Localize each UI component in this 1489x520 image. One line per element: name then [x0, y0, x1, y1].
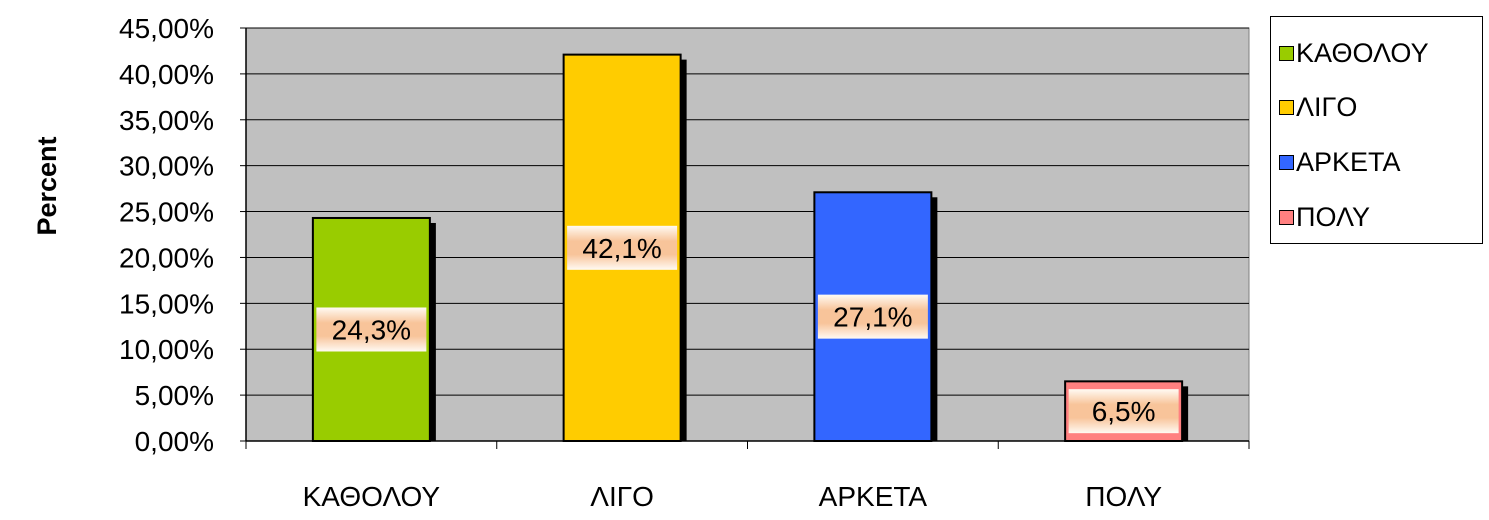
legend-label: ΛΙΓΟ [1296, 91, 1358, 122]
data-label: 42,1% [582, 233, 661, 264]
data-label: 27,1% [833, 302, 912, 333]
data-label-background [567, 225, 678, 270]
legend-item-katholou: ΚΑΘΟΛΟΥ [1279, 38, 1429, 68]
x-tick-label: ΑΡΚΕΤΑ [819, 481, 928, 512]
axes [245, 28, 1250, 449]
x-tick-label: ΛΙΓΟ [590, 481, 654, 512]
legend-swatch [1279, 45, 1294, 61]
data-label: 24,3% [332, 314, 411, 345]
x-tick-labels: ΚΑΘΟΛΟΥ ΛΙΓΟ ΑΡΚΕΤΑ ΠΟΛΥ [303, 481, 1163, 512]
data-label-background [1068, 389, 1179, 434]
y-tick-label: 20,00% [119, 242, 214, 273]
y-axis-label: Percent [32, 136, 62, 235]
y-tick-labels: 0,00% 5,00% 10,00% 15,00% 20,00% 25,00% 30,00%… [119, 13, 214, 457]
x-tick-label: ΠΟΛΥ [1085, 481, 1162, 512]
legend-item-arketa: ΑΡΚΕΤΑ [1279, 147, 1401, 177]
y-tick-label: 5,00% [135, 380, 214, 411]
legend-swatch [1279, 209, 1294, 225]
data-label: 6,5% [1092, 396, 1156, 427]
legend-label: ΑΡΚΕΤΑ [1296, 146, 1401, 177]
y-tick-label: 10,00% [119, 334, 214, 365]
y-tick-label: 40,00% [119, 59, 214, 90]
data-label-background [817, 294, 928, 339]
y-tick-label: 30,00% [119, 151, 214, 182]
y-tick-label: 25,00% [119, 197, 214, 228]
y-tick-label: 0,00% [135, 426, 214, 457]
legend-label: ΠΟΛΥ [1296, 201, 1371, 232]
y-tick-label: 15,00% [119, 288, 214, 319]
y-tick-label: 35,00% [119, 105, 214, 136]
data-label-background [316, 307, 427, 352]
legend-label: ΚΑΘΟΛΟΥ [1296, 37, 1429, 68]
legend-swatch [1279, 99, 1294, 115]
data-labels: 24,3% 42,1% 27,1% 6,5% [316, 225, 1179, 434]
y-tick-label: 45,00% [119, 13, 214, 44]
x-tick-label: ΚΑΘΟΛΟΥ [303, 481, 441, 512]
legend-item-ligo: ΛΙΓΟ [1279, 92, 1357, 122]
legend: ΚΑΘΟΛΟΥ ΛΙΓΟ ΑΡΚΕΤΑ ΠΟΛΥ [1270, 16, 1483, 244]
legend-item-poly: ΠΟΛΥ [1279, 202, 1370, 232]
legend-swatch [1279, 154, 1294, 170]
